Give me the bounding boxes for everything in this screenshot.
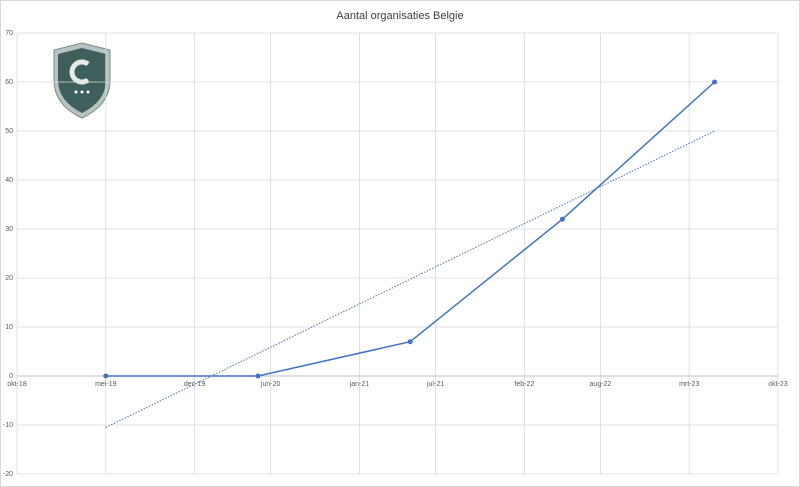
x-tick-label: okt-18 — [7, 381, 27, 388]
x-tick-label: jul-21 — [426, 381, 444, 388]
data-point — [712, 79, 718, 85]
x-tick-label: aug-22 — [590, 381, 612, 388]
x-tick-label: mrt-23 — [679, 381, 699, 388]
x-tick-label: dec-19 — [184, 381, 206, 388]
y-tick-label: 20 — [5, 275, 13, 282]
trend-line — [105, 130, 715, 428]
x-tick-label: feb-22 — [514, 381, 534, 388]
y-tick-label: -20 — [3, 471, 13, 478]
y-tick-label: -10 — [3, 422, 13, 429]
data-point — [559, 216, 565, 222]
y-tick-label: 60 — [5, 79, 13, 86]
x-tick-label: jan-21 — [349, 381, 370, 388]
y-tick-label: 10 — [5, 324, 13, 331]
data-point — [407, 339, 413, 345]
y-tick-label: 50 — [5, 128, 13, 135]
data-point — [255, 373, 261, 379]
y-tick-label: 0 — [9, 373, 13, 380]
y-tick-label: 70 — [5, 30, 13, 37]
x-tick-label: okt-23 — [768, 381, 788, 388]
data-point — [103, 373, 109, 379]
chart-title: Aantal organisaties Belgie — [336, 10, 463, 22]
y-tick-label: 40 — [5, 177, 13, 184]
y-tick-label: 30 — [5, 226, 13, 233]
x-tick-label: mei-19 — [95, 381, 117, 388]
x-tick-label: jun-20 — [260, 381, 281, 388]
